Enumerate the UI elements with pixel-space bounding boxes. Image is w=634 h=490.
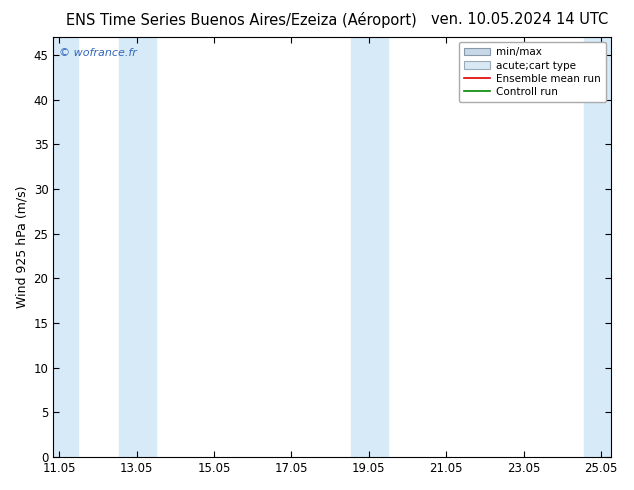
Legend: min/max, acute;cart type, Ensemble mean run, Controll run: min/max, acute;cart type, Ensemble mean … [459, 42, 605, 102]
Bar [119, 37, 156, 457]
Text: ven. 10.05.2024 14 UTC: ven. 10.05.2024 14 UTC [431, 12, 609, 27]
Bar [53, 37, 79, 457]
Text: ENS Time Series Buenos Aires/Ezeiza (Aéroport): ENS Time Series Buenos Aires/Ezeiza (Aér… [65, 12, 417, 28]
Bar [584, 37, 611, 457]
Bar [351, 37, 388, 457]
Y-axis label: Wind 925 hPa (m/s): Wind 925 hPa (m/s) [15, 186, 28, 308]
Text: © wofrance.fr: © wofrance.fr [59, 48, 137, 57]
